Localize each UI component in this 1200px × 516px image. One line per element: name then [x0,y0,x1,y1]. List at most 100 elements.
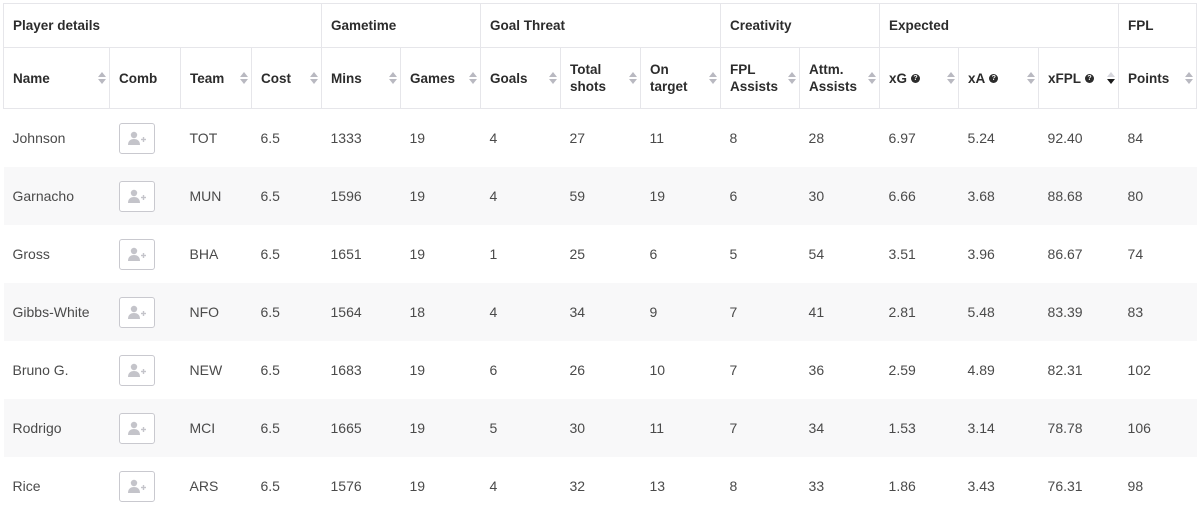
column-header-name[interactable]: Name [3,47,110,109]
column-header-label: Goals [490,70,528,86]
cell-points: 74 [1127,246,1144,262]
add-user-icon [127,421,146,435]
cell-points: 84 [1127,130,1144,146]
sort-descending-icon[interactable] [1107,72,1116,84]
add-to-comparison-button[interactable] [118,296,155,328]
column-header-team[interactable]: Team [180,47,252,109]
column-header-label: xFPL [1048,70,1082,86]
cell-points: 83 [1118,283,1197,341]
add-to-comparison-button[interactable] [118,238,155,270]
cell-xfpl: 86.67 [1047,246,1083,262]
sort-arrows-icon[interactable] [240,72,248,84]
sort-arrows-icon[interactable] [1185,72,1194,84]
table-row[interactable]: Garnacho MUN 6.5 1596 19 4 59 19 6 30 6.66 3.68 88.6… [3,167,1197,225]
cell-mins: 1665 [321,399,401,457]
add-to-comparison-button[interactable] [118,412,155,444]
sort-arrows-icon[interactable] [98,72,106,84]
column-header-label: xA [968,70,986,86]
cell-xa: 5.24 [967,130,995,146]
cell-total-shots: 30 [560,399,641,457]
cell-name[interactable]: Garnacho [3,167,110,225]
column-header-label: Cost [261,70,291,86]
table-row[interactable]: Rodrigo MCI 6.5 1665 19 5 30 11 7 34 1.53 3.14 78.78… [3,399,1197,457]
cell-name[interactable]: Rice [12,478,41,494]
cell-fpl-assists: 6 [720,167,800,225]
cell-games: 18 [400,283,481,341]
cell-team: NFO [180,283,252,341]
cell-team: NEW [189,362,223,378]
cell-xg: 6.66 [879,167,959,225]
cell-name[interactable]: Gibbs-White [3,283,110,341]
cell-name[interactable]: Gross [12,246,50,262]
column-header-points[interactable]: Points [1118,47,1198,109]
cell-games: 19 [400,167,481,225]
table-row[interactable]: Gross BHA 6.5 1651 19 1 25 6 5 54 3.51 3.96 86.67 74 [4,225,1197,283]
cell-games: 19 [409,478,426,494]
cell-on-target: 6 [649,246,658,262]
cell-name[interactable]: Bruno G. [12,362,69,378]
cell-fpl-assists: 5 [729,246,738,262]
cell-xfpl: 82.31 [1047,362,1083,378]
cell-goals: 4 [480,283,561,341]
cell-total-shots: 32 [569,478,586,494]
column-header-total-shots[interactable]: Total shots [560,47,641,109]
add-to-comparison-button[interactable] [118,354,155,386]
cell-games: 19 [409,362,426,378]
cell-attm-assists: 30 [799,167,880,225]
column-header-label: xG [889,70,908,86]
sort-arrows-icon[interactable] [947,72,956,84]
add-user-icon [127,479,146,493]
cell-points: 80 [1118,167,1197,225]
table-row[interactable]: Rice ARS 6.5 1576 19 4 32 13 8 33 1.86 3.43 76.31 98 [4,457,1197,515]
cell-mins: 1564 [321,283,401,341]
column-header-xg[interactable]: xG? [879,47,960,109]
sort-arrows-icon[interactable] [788,72,797,84]
table-row[interactable]: Johnson TOT 6.5 1333 19 4 27 11 8 28 6.97 5.24 92.40… [4,109,1197,168]
column-header-xa[interactable]: xA? [958,47,1040,109]
column-header-xfpl[interactable]: xFPL? [1038,47,1120,109]
add-user-icon [127,363,146,377]
column-header-cost[interactable]: Cost [251,47,322,109]
column-header-mins[interactable]: Mins [321,47,401,109]
cell-fpl-assists: 7 [729,362,738,378]
column-header-goals[interactable]: Goals [480,47,561,109]
column-header-fpl-assists[interactable]: FPL Assists [720,47,801,109]
sort-arrows-icon[interactable] [469,72,477,84]
sort-arrows-icon[interactable] [709,72,718,84]
cell-name[interactable]: Rodrigo [3,399,110,457]
column-header-label: Games [410,70,456,86]
sort-arrows-icon[interactable] [868,72,877,84]
cell-team: TOT [189,130,218,146]
comb-cell [110,341,181,399]
cell-total-shots: 59 [560,167,641,225]
sort-arrows-icon[interactable] [310,72,318,84]
comb-cell [109,283,181,341]
table-row[interactable]: Bruno G. NEW 6.5 1683 19 6 26 10 7 36 2.59 4.89 82.3… [4,341,1197,399]
column-header-on-target[interactable]: On target [639,47,722,109]
cell-on-target: 10 [649,362,666,378]
help-icon[interactable]: ? [1085,73,1095,83]
cell-attm-assists: 33 [808,478,825,494]
column-header-label: On target [650,62,688,94]
add-to-comparison-button[interactable] [118,470,155,502]
cell-team: BHA [189,246,219,262]
cell-cost: 6.5 [251,283,322,341]
cell-attm-assists: 28 [808,130,825,146]
sort-arrows-icon[interactable] [1027,72,1036,84]
cell-goals: 4 [489,478,498,494]
sort-arrows-icon[interactable] [549,72,557,84]
column-header-attm-assists[interactable]: Attm. Assists [799,47,881,109]
table-body: Johnson TOT 6.5 1333 19 4 27 11 8 28 6.97 5.24 92.40… [3,109,1197,516]
sort-arrows-icon[interactable] [629,72,637,84]
cell-total-shots: 34 [560,283,641,341]
cell-cost: 6.5 [260,246,280,262]
cell-fpl-assists: 8 [729,130,738,146]
add-to-comparison-button[interactable] [118,122,155,154]
help-icon[interactable]: ? [989,73,999,83]
cell-name[interactable]: Johnson [12,130,66,146]
help-icon[interactable]: ? [911,73,921,83]
sort-arrows-icon[interactable] [389,72,397,84]
table-row[interactable]: Gibbs-White NFO 6.5 1564 18 4 34 9 7 41 2.81 5.48 83… [3,283,1197,341]
add-to-comparison-button[interactable] [118,180,155,212]
column-header-games[interactable]: Games [400,47,481,109]
